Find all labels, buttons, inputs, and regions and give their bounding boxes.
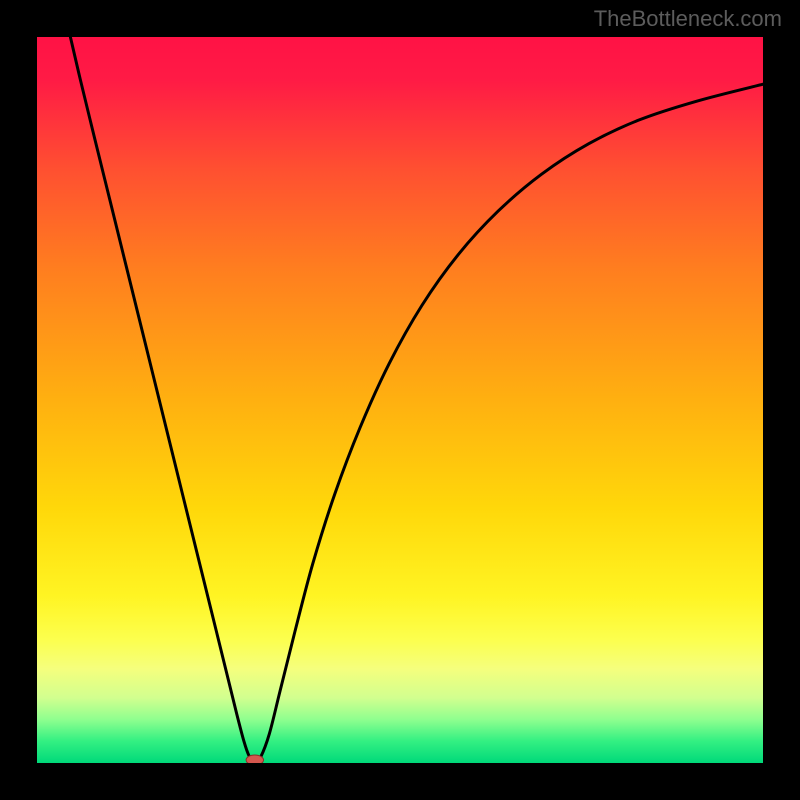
chart-svg: [37, 37, 763, 763]
optimal-marker: [246, 755, 263, 763]
watermark-text: TheBottleneck.com: [594, 6, 782, 32]
bottleneck-curve-line: [70, 37, 763, 763]
plot-area: [34, 34, 766, 766]
